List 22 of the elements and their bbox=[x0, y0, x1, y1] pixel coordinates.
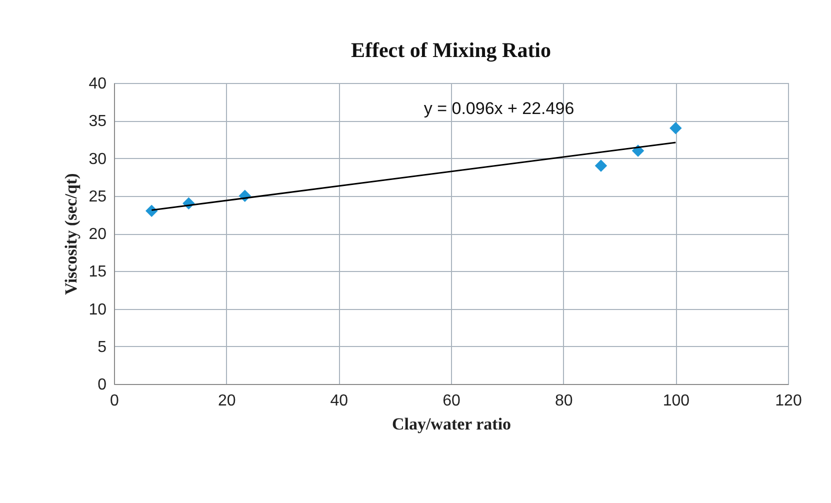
y-tick-label: 20 bbox=[88, 226, 107, 243]
annotation: y = 0.096x + 22.496 bbox=[424, 99, 574, 118]
x-tick-label: 60 bbox=[442, 392, 460, 410]
y-tick-label: 15 bbox=[88, 264, 107, 281]
y-tick-label: 5 bbox=[98, 338, 107, 356]
point bbox=[670, 122, 682, 134]
y-tick-label: 35 bbox=[88, 113, 107, 130]
x-tick-label: 120 bbox=[775, 392, 802, 410]
y-axis-title: Viscosity (sec/qt) bbox=[62, 173, 81, 295]
y-tick-label: 30 bbox=[88, 150, 107, 168]
x-tick-label: 0 bbox=[110, 392, 120, 410]
x-tick-label: 80 bbox=[554, 392, 573, 410]
x-tick-label: 40 bbox=[330, 392, 348, 410]
x-tick-label: 100 bbox=[662, 392, 690, 410]
y-tick-label: 0 bbox=[98, 376, 107, 394]
y-tick-label: 25 bbox=[88, 188, 107, 206]
chart-title: Effect of Mixing Ratio bbox=[350, 38, 552, 62]
x-tick-label: 20 bbox=[218, 392, 236, 410]
y-tick-label: 40 bbox=[88, 76, 107, 92]
y-tick-label: 10 bbox=[88, 301, 107, 318]
point bbox=[594, 160, 608, 172]
x-axis-title: Clay/water ratio bbox=[392, 414, 512, 434]
